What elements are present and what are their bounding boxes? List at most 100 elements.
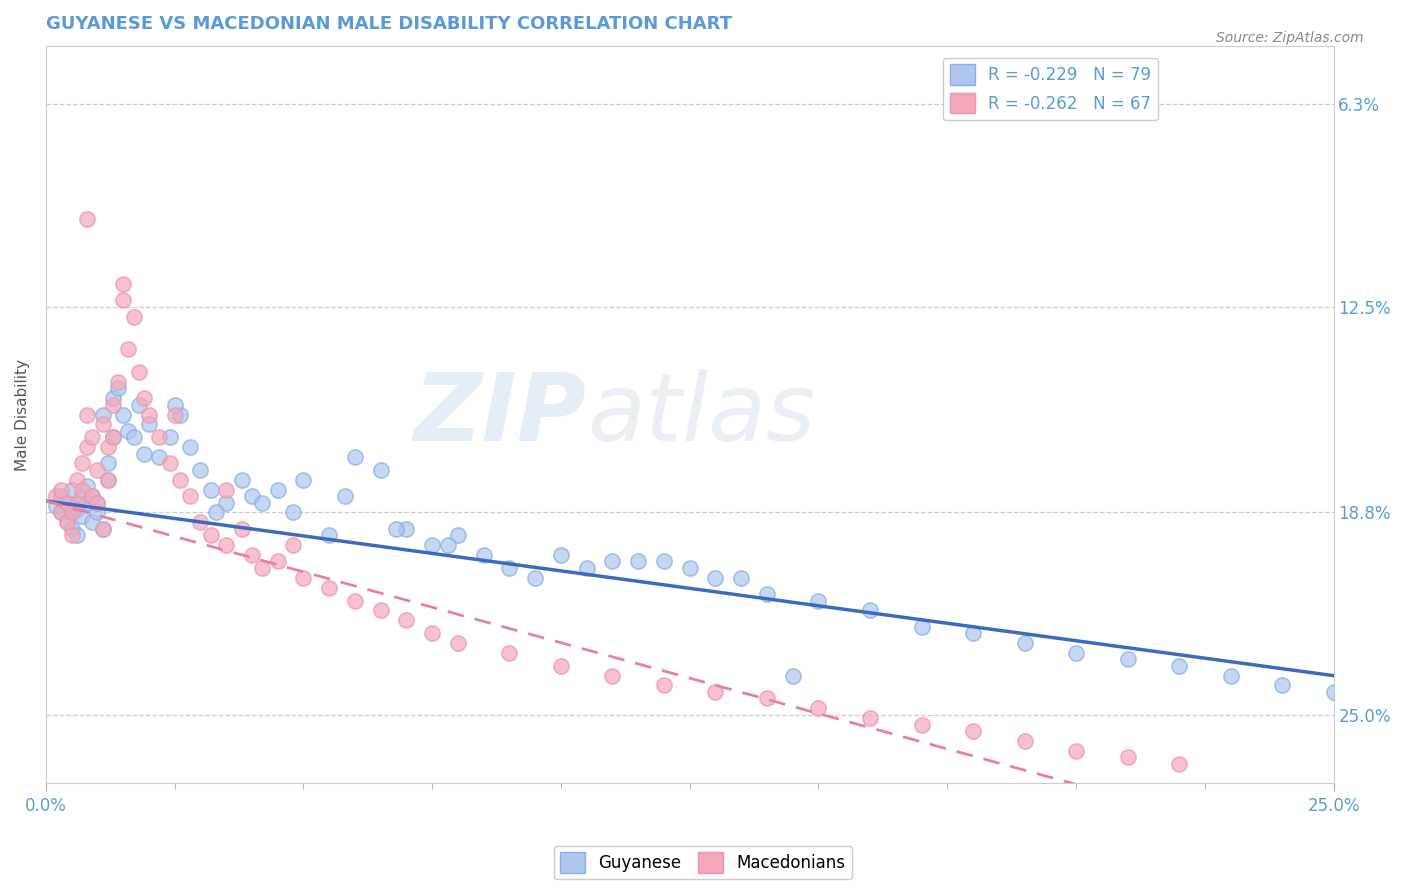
Point [169, 408, 191, 422]
Point [66, 496, 89, 510]
Point [60, 505, 83, 519]
Point [122, 310, 145, 324]
Point [138, 417, 160, 432]
Legend: R = -0.229   N = 79, R = -0.262   N = 67: R = -0.229 N = 79, R = -0.262 N = 67 [943, 58, 1157, 120]
Point [756, 691, 779, 706]
Point [1322, 685, 1344, 699]
Point [101, 430, 124, 444]
Point [385, 522, 408, 536]
Point [55, 515, 77, 529]
Point [107, 381, 129, 395]
Point [190, 463, 212, 477]
Point [132, 391, 155, 405]
Point [112, 408, 135, 422]
Point [910, 620, 932, 634]
Point [447, 636, 470, 650]
Point [97, 473, 120, 487]
Point [318, 528, 340, 542]
Point [60, 483, 83, 497]
Point [66, 528, 89, 542]
Point [472, 548, 495, 562]
Point [91, 522, 114, 536]
Point [370, 463, 392, 477]
Point [128, 365, 150, 379]
Point [215, 483, 238, 497]
Point [859, 711, 882, 725]
Text: atlas: atlas [586, 369, 815, 460]
Text: Source: ZipAtlas.com: Source: ZipAtlas.com [1216, 31, 1364, 45]
Point [132, 447, 155, 461]
Point [159, 457, 181, 471]
Point [86, 496, 108, 510]
Point [45, 489, 67, 503]
Point [602, 668, 624, 682]
Point [97, 440, 120, 454]
Point [1219, 668, 1241, 682]
Point [91, 417, 114, 432]
Point [575, 561, 598, 575]
Point [51, 505, 73, 519]
Point [51, 505, 73, 519]
Point [82, 489, 104, 503]
Point [756, 587, 779, 601]
Point [859, 603, 882, 617]
Point [55, 496, 77, 510]
Point [76, 440, 98, 454]
Point [86, 496, 108, 510]
Point [652, 554, 675, 568]
Point [420, 626, 443, 640]
Point [652, 678, 675, 692]
Point [205, 505, 228, 519]
Point [910, 717, 932, 731]
Point [45, 499, 67, 513]
Point [101, 391, 124, 405]
Point [1064, 744, 1087, 758]
Point [82, 430, 104, 444]
Point [179, 440, 201, 454]
Point [86, 505, 108, 519]
Point [292, 571, 315, 585]
Text: ZIP: ZIP [413, 368, 586, 460]
Point [112, 277, 135, 291]
Point [70, 483, 93, 497]
Point [704, 685, 727, 699]
Point [283, 505, 305, 519]
Point [1064, 646, 1087, 660]
Point [55, 515, 77, 529]
Point [807, 593, 830, 607]
Point [704, 571, 727, 585]
Point [215, 496, 238, 510]
Point [395, 522, 418, 536]
Point [148, 450, 170, 464]
Point [60, 528, 83, 542]
Point [962, 626, 984, 640]
Point [627, 554, 650, 568]
Point [82, 489, 104, 503]
Point [1168, 756, 1191, 771]
Point [730, 571, 752, 585]
Point [1168, 658, 1191, 673]
Point [447, 528, 470, 542]
Point [76, 408, 98, 422]
Point [679, 561, 702, 575]
Point [122, 430, 145, 444]
Y-axis label: Male Disability: Male Disability [15, 359, 30, 470]
Point [163, 408, 186, 422]
Point [524, 571, 547, 585]
Point [76, 211, 98, 226]
Point [252, 496, 274, 510]
Point [117, 424, 139, 438]
Point [343, 450, 366, 464]
Point [498, 646, 520, 660]
Point [231, 522, 253, 536]
Point [343, 593, 366, 607]
Point [420, 538, 443, 552]
Point [70, 508, 93, 523]
Point [395, 613, 418, 627]
Point [179, 489, 201, 503]
Point [436, 538, 458, 552]
Point [550, 548, 572, 562]
Point [97, 457, 120, 471]
Point [169, 473, 191, 487]
Point [292, 473, 315, 487]
